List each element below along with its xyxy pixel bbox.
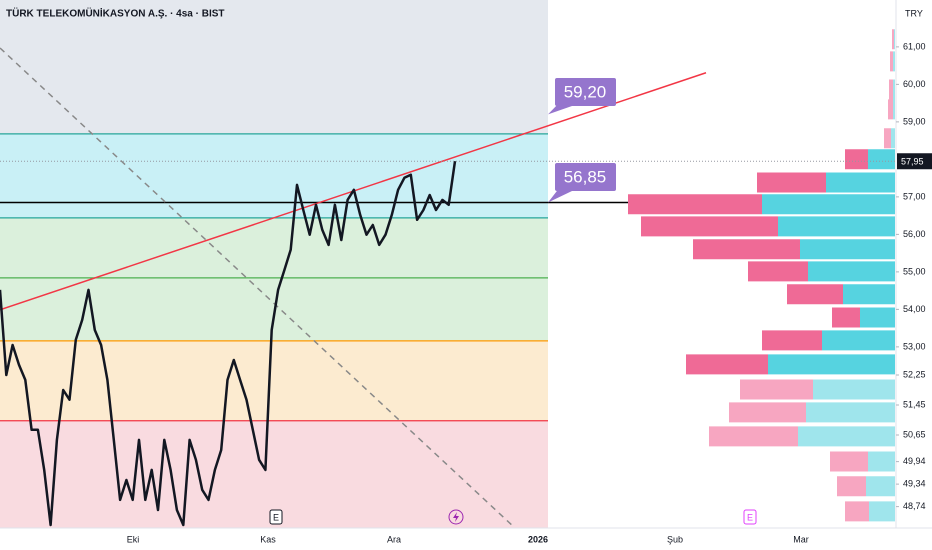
last-price-box bbox=[897, 153, 932, 170]
volume-buy bbox=[893, 51, 895, 72]
volume-sell bbox=[693, 239, 800, 260]
event-label: E bbox=[273, 512, 279, 522]
annotation-label: 56,85 bbox=[564, 167, 607, 186]
volume-buy bbox=[800, 239, 895, 260]
annotation-box bbox=[555, 78, 616, 106]
volume-sell bbox=[740, 379, 813, 400]
volume-sell bbox=[709, 426, 798, 447]
volume-buy bbox=[860, 307, 895, 328]
x-tick-label: Mar bbox=[793, 534, 809, 544]
volume-buy bbox=[891, 128, 895, 149]
y-tick-label: 55,00 bbox=[903, 266, 926, 276]
trend-line bbox=[0, 47, 516, 529]
volume-buy bbox=[778, 216, 895, 237]
zone bbox=[0, 133, 548, 218]
volume-sell bbox=[889, 79, 893, 100]
lightning-glyph bbox=[453, 512, 459, 522]
event-marker[interactable] bbox=[743, 509, 757, 525]
y-tick-label: 52,25 bbox=[903, 369, 926, 379]
y-tick-label: 57,00 bbox=[903, 191, 926, 201]
volume-buy bbox=[808, 261, 895, 282]
volume-buy bbox=[893, 79, 895, 100]
x-tick-label: Ara bbox=[387, 534, 401, 544]
y-tick-label: 49,34 bbox=[903, 479, 926, 489]
annotation-box bbox=[555, 163, 616, 191]
volume-sell bbox=[884, 128, 891, 149]
y-tick-label: 51,45 bbox=[903, 399, 926, 409]
volume-sell bbox=[890, 51, 893, 72]
volume-buy bbox=[868, 451, 895, 472]
volume-sell bbox=[757, 172, 826, 193]
x-tick-label: Eki bbox=[127, 534, 140, 544]
volume-sell bbox=[686, 354, 768, 375]
lightning-icon[interactable] bbox=[448, 509, 464, 525]
volume-buy bbox=[768, 354, 895, 375]
volume-buy bbox=[866, 476, 895, 497]
backgrounds bbox=[0, 0, 548, 528]
volume-sell bbox=[628, 194, 762, 215]
event-label: E bbox=[747, 512, 753, 522]
y-tick-label: 49,94 bbox=[903, 456, 926, 466]
volume-buy bbox=[813, 379, 895, 400]
zone bbox=[0, 0, 548, 134]
volume-sell bbox=[845, 149, 868, 170]
volume-buy bbox=[806, 402, 895, 423]
x-tick-label: 2026 bbox=[528, 534, 548, 544]
y-tick-label: 48,74 bbox=[903, 501, 926, 511]
volume-sell bbox=[762, 330, 822, 351]
y-tick-label: 61,00 bbox=[903, 41, 926, 51]
volume-buy bbox=[762, 194, 895, 215]
y-tick-label: 56,00 bbox=[903, 229, 926, 239]
volume-sell bbox=[729, 402, 806, 423]
volume-sell bbox=[748, 261, 808, 282]
volume-sell bbox=[837, 476, 866, 497]
volume-sell bbox=[888, 99, 893, 120]
volume-buy bbox=[869, 501, 895, 522]
volume-sell bbox=[787, 284, 843, 305]
last-price-label: 57,95 bbox=[901, 157, 924, 167]
volume-buy bbox=[894, 29, 895, 50]
volume-buy bbox=[843, 284, 895, 305]
volume-sell bbox=[892, 29, 894, 50]
x-tick-label: Şub bbox=[667, 534, 683, 544]
y-tick-label: 59,00 bbox=[903, 116, 926, 126]
volume-buy bbox=[868, 149, 895, 170]
volume-buy bbox=[798, 426, 895, 447]
volume-buy bbox=[893, 99, 895, 120]
y-tick-label: 60,00 bbox=[903, 79, 926, 89]
zone bbox=[0, 340, 548, 421]
volume-sell bbox=[830, 451, 868, 472]
y-tick-label: 54,00 bbox=[903, 304, 926, 314]
chart-title: TÜRK TELEKOMÜNİKASYON A.Ş. · 4sa · BIST bbox=[6, 7, 225, 20]
annotation-label: 59,20 bbox=[564, 82, 607, 101]
volume-sell bbox=[832, 307, 860, 328]
y-tick-label: 53,00 bbox=[903, 341, 926, 351]
volume-sell bbox=[845, 501, 869, 522]
currency-label: TRY bbox=[905, 8, 923, 18]
volume-buy bbox=[822, 330, 895, 351]
y-tick-label: 50,65 bbox=[903, 429, 926, 439]
volume-buy bbox=[826, 172, 895, 193]
volume-sell bbox=[641, 216, 778, 237]
price-line bbox=[0, 161, 457, 527]
x-tick-label: Kas bbox=[260, 534, 276, 544]
event-marker[interactable] bbox=[269, 509, 283, 525]
